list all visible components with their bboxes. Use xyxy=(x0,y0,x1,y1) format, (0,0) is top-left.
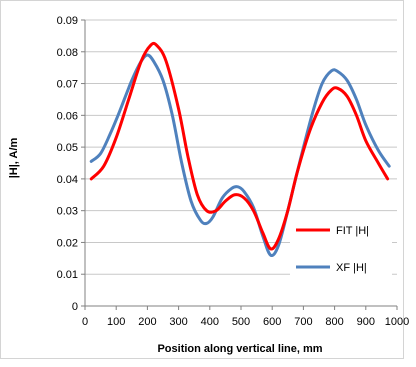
legend-entry: FIT |H| xyxy=(336,225,369,237)
y-tick-label: 0 xyxy=(72,301,78,313)
y-tick-label: 0.09 xyxy=(57,15,78,27)
y-tick-label: 0.06 xyxy=(57,110,78,122)
x-tick-label: 800 xyxy=(325,316,343,328)
series-line-0 xyxy=(89,41,390,251)
legend-entry: XF |H| xyxy=(336,262,367,274)
x-tick-label: 200 xyxy=(138,316,156,328)
legend-background xyxy=(290,218,392,280)
x-tick-label: 900 xyxy=(357,316,375,328)
y-tick-label: 0.07 xyxy=(57,79,78,91)
series-lines xyxy=(89,41,391,257)
x-tick-label: 500 xyxy=(232,316,250,328)
y-tick-label: 0.04 xyxy=(57,174,78,186)
x-tick-label: 300 xyxy=(169,316,187,328)
y-tick-label: 0.05 xyxy=(57,142,78,154)
y-tick-label: 0.08 xyxy=(57,47,78,59)
x-tick-label: 700 xyxy=(294,316,312,328)
y-tick-label: 0.03 xyxy=(57,206,78,218)
x-axis-label: Position along vertical line, mm xyxy=(157,343,322,355)
y-tick-labels: 0 0.01 0.02 0.03 0.04 0.05 0.06 0.07 0.08 0.09 xyxy=(57,15,78,313)
legend: FIT |H| XF |H| xyxy=(296,225,369,274)
axes xyxy=(81,19,398,310)
y-axis-label: |H|, A/m xyxy=(8,137,20,178)
x-tick-label: 0 xyxy=(82,316,88,328)
chart-frame xyxy=(0,0,404,359)
x-tick-label: 1000 xyxy=(385,316,409,328)
y-tick-label: 0.01 xyxy=(57,269,78,281)
x-tick-label: 600 xyxy=(263,316,281,328)
y-tick-label: 0.02 xyxy=(57,237,78,249)
x-tick-label: 100 xyxy=(107,316,125,328)
x-tick-labels: 0 100 200 300 400 500 600 700 800 900 1000 xyxy=(82,316,409,328)
x-tick-label: 400 xyxy=(201,316,219,328)
